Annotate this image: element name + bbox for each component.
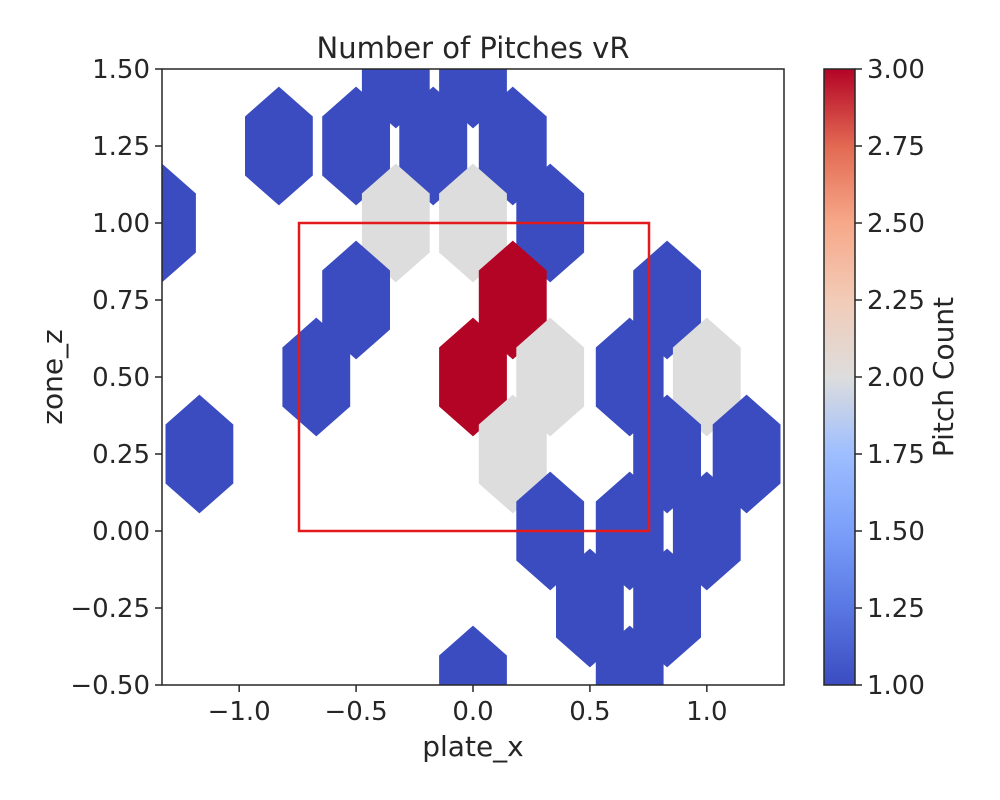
hex-cell	[672, 317, 741, 437]
x-tick-label: −0.5	[325, 697, 388, 727]
colorbar-tick-label: 3.00	[867, 55, 925, 85]
colorbar-tick-label: 1.75	[867, 440, 925, 470]
y-axis-label: zone_z	[36, 329, 69, 425]
colorbar-tick-label: 1.50	[867, 517, 925, 547]
strike-zone	[297, 221, 651, 533]
colorbar-tick-label: 2.50	[867, 209, 925, 239]
colorbar-label: Pitch Count	[927, 297, 960, 457]
colorbar-tick-label: 2.25	[867, 286, 925, 316]
hex-cell	[439, 317, 507, 437]
y-tick-label: 1.00	[92, 209, 150, 239]
colorbar-tick-label: 1.00	[867, 671, 925, 701]
x-axis-label: plate_x	[422, 730, 524, 763]
colorbar	[823, 68, 856, 686]
x-tick-label: 0.0	[452, 697, 493, 727]
hex-cell	[556, 548, 624, 668]
hex-cell	[633, 240, 701, 360]
colorbar-ticks: 1.00 1.25 1.50 1.75 2.00 2.25 2.50 2.75 3.00	[855, 55, 925, 701]
colorbar-tick-label: 1.25	[867, 594, 925, 624]
hex-cell	[165, 394, 234, 514]
hex-cell	[672, 471, 741, 591]
y-tick-label: 0.25	[92, 440, 150, 470]
colorbar-tick-label: 2.00	[867, 363, 925, 393]
chart-title: Number of Pitches vR	[317, 31, 630, 65]
y-tick-label: 1.25	[92, 132, 150, 162]
y-tick-label: −0.50	[70, 671, 150, 701]
x-tick-label: −1.0	[208, 697, 271, 727]
hexbin-cells	[162, 69, 781, 685]
x-tick-label: 1.0	[686, 697, 727, 727]
hex-cell	[322, 240, 390, 360]
x-tick-label: 0.5	[569, 697, 610, 727]
colorbar-tick-label: 2.75	[867, 132, 925, 162]
hex-cell	[439, 69, 507, 129]
hex-cell	[595, 317, 664, 437]
y-tick-label: −0.25	[70, 594, 150, 624]
hex-cell	[633, 394, 701, 514]
y-tick-label: 0.00	[92, 517, 150, 547]
hex-cell	[245, 86, 313, 206]
hex-cell	[361, 69, 430, 129]
hex-cell	[516, 317, 585, 437]
y-tick-label: 1.50	[92, 55, 150, 85]
hex-cell	[478, 394, 547, 514]
hex-cell	[712, 394, 781, 514]
y-tick-label: 0.75	[92, 286, 150, 316]
hex-cell	[633, 548, 701, 668]
hex-cell	[478, 240, 547, 360]
y-axis-ticks: −0.50 −0.25 0.00 0.25 0.50 0.75 1.00 1.25 1.50	[70, 55, 162, 701]
y-tick-label: 0.50	[92, 363, 150, 393]
x-axis-ticks: −1.0 −0.5 0.0 0.5 1.0	[208, 685, 728, 727]
hex-cell	[439, 625, 507, 685]
hex-cell	[595, 625, 664, 685]
hex-cell	[162, 163, 196, 283]
